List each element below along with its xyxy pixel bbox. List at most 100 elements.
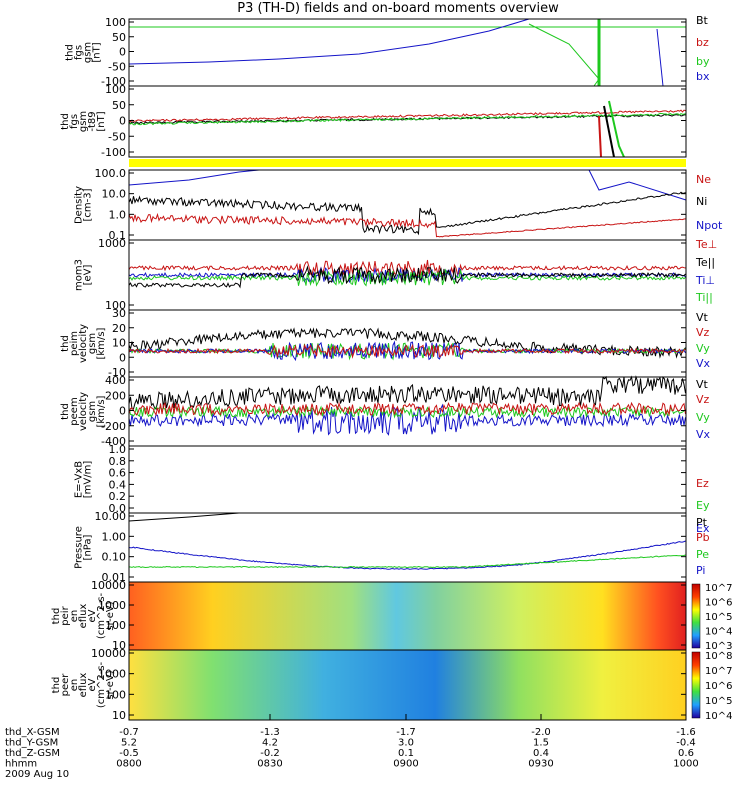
p4-legend-blue: Ti⊥ xyxy=(695,274,715,287)
panel-p2-traces xyxy=(128,100,686,158)
p10-colorbar-tick: 10^4 xyxy=(705,711,732,722)
p6-series xyxy=(128,401,686,417)
p7-ytick-label: 1.0 xyxy=(109,443,127,456)
p5-ytick-label: 20 xyxy=(112,322,126,335)
p7-ytick-label: 0.0 xyxy=(109,502,127,515)
p2-ylabel: [nT] xyxy=(96,111,107,131)
xaxis-z-value: -0.2 xyxy=(260,748,280,759)
xaxis-row-label: hhmm xyxy=(5,759,37,770)
panel-p8: 10.00 1.00 0.10 0.01 Pressure[nPa] Pt Pb Pe Pi xyxy=(74,510,710,584)
p3-ytick-label: 100.0 xyxy=(95,167,127,180)
p6-ylabel: peem xyxy=(69,397,80,425)
xaxis-x-value: -0.7 xyxy=(119,727,139,738)
p7-ytick-label: 0.2 xyxy=(109,490,127,503)
xaxis-t-value: 0800 xyxy=(116,759,141,770)
xaxis-x-value: -2.0 xyxy=(531,727,551,738)
p5-frame xyxy=(128,309,687,378)
p4-ytick-label: 1000 xyxy=(98,237,126,250)
p3-ytick-label: 1.0 xyxy=(109,208,127,221)
p5-ylabel: gsm xyxy=(87,333,98,354)
p6-legend-blue: Vx xyxy=(696,428,711,441)
quality-flag-bar xyxy=(129,159,686,167)
xaxis-t-value: 0900 xyxy=(393,759,418,770)
p6-legend-red: Vz xyxy=(696,393,710,406)
p4-ylabel: mom3 xyxy=(74,259,85,291)
xaxis-z-value: 0.6 xyxy=(678,748,694,759)
panel-p6-traces xyxy=(128,375,686,436)
p2-ytick-label: -50 xyxy=(108,130,126,143)
xaxis-z-value: 0.4 xyxy=(533,748,549,759)
p4-legend-red: Te⊥ xyxy=(695,238,717,251)
p1-ylabel: gsm xyxy=(83,42,94,63)
p10-ylabel: eflux xyxy=(78,673,89,698)
p4-series xyxy=(128,259,686,277)
p9-ylabel: thd xyxy=(51,608,62,625)
p7-ylabel: E=-VxB xyxy=(74,461,85,498)
p8-ylabel: Pressure xyxy=(74,526,85,569)
p9-colorbar-tick: 10^4 xyxy=(705,627,732,638)
p8-ylabel: [nPa] xyxy=(83,534,94,560)
panel-p3: 100.0 10.0 1.0 0.1 Density[cm-3] Ne Ni Npot xyxy=(74,167,723,242)
p7-ytick-label: 0.6 xyxy=(109,467,127,480)
p10-colorbar-tick: 10^8 xyxy=(705,651,732,662)
p2-ylabel: -t89 xyxy=(87,111,98,131)
p6-legend-black: Vt xyxy=(696,378,709,391)
p2-ylabel: gsm xyxy=(78,111,89,132)
p2-series xyxy=(603,105,615,158)
p3-legend-red: Ne xyxy=(696,173,711,186)
p7-ytick-label: 0.4 xyxy=(109,478,127,491)
p1-legend-blue: bx xyxy=(696,70,710,83)
p1-ytick-label: 100 xyxy=(105,16,126,29)
p6-ytick-label: 0 xyxy=(119,405,126,418)
chart-title: P3 (TH-D) fields and on-board moments ov… xyxy=(237,1,559,16)
p6-legend-green: Vy xyxy=(696,411,710,424)
p9-colorbar-tick: 10^7 xyxy=(705,583,732,594)
p9-ytick-label: 10 xyxy=(112,639,126,652)
p8-ytick-label: 1.00 xyxy=(102,530,127,543)
xaxis-z-value: -0.5 xyxy=(119,748,139,759)
p1-legend-green: by xyxy=(696,55,710,68)
p10-colorbar-tick: 10^5 xyxy=(705,696,732,707)
p1-ylabel: thd xyxy=(65,44,76,61)
p6-ylabel: gsm xyxy=(87,401,98,422)
p1-series xyxy=(656,28,664,87)
p5-ytick-label: 0 xyxy=(119,351,126,364)
p9-ytick-label: 10000 xyxy=(91,579,126,592)
p8-legend-blue: Pi xyxy=(696,564,705,577)
xaxis-t-value: 1000 xyxy=(673,759,698,770)
p10-ytick-label: 10000 xyxy=(91,647,126,660)
p9-colorbar-tick: 10^3 xyxy=(705,641,732,652)
p8-series xyxy=(128,554,686,569)
p1-ylabel: [nT] xyxy=(92,42,103,62)
panel-p1-traces xyxy=(128,18,686,87)
p3-ytick-label: 10.0 xyxy=(102,188,127,201)
p10-colorbar-tick: 10^7 xyxy=(705,666,732,677)
xaxis-y-value: 3.0 xyxy=(398,738,414,749)
p9-ylabel: eflux xyxy=(78,604,89,629)
p8-frame xyxy=(128,512,687,583)
p5-ylabel: [km/s] xyxy=(96,327,107,359)
p5-ytick-label: -10 xyxy=(108,366,126,379)
p2-series xyxy=(598,115,602,158)
p10-ylabel: peer xyxy=(60,673,71,697)
p5-ylabel: peim xyxy=(69,331,80,356)
p1-series xyxy=(528,23,600,87)
p8-ytick-label: 0.10 xyxy=(102,551,127,564)
p6-ytick-label: 200 xyxy=(105,389,126,402)
p3-ylabel: [cm-3] xyxy=(83,188,94,221)
panel-p8-traces xyxy=(128,512,686,570)
panel-p4-traces xyxy=(128,259,686,289)
p7-ylabel: [mV/m] xyxy=(83,461,94,499)
p3-series xyxy=(588,169,687,201)
p2-ytick-label: 0 xyxy=(119,115,126,128)
p9-ytick-label: 1000 xyxy=(98,599,126,612)
p9-colorbar xyxy=(691,583,701,649)
p7-frame xyxy=(128,445,687,514)
p7-legend-blue: Ex xyxy=(696,522,710,535)
p2-frame xyxy=(128,85,687,158)
xaxis-row-label: 2009 Aug 10 xyxy=(5,769,69,780)
p9-ytick-label: 100 xyxy=(105,619,126,632)
panel-p9: 10^7 10^6 10^5 10^4 10^3 10000 1000 100 10 thdpei… xyxy=(51,579,732,652)
p7-legend-red: Ez xyxy=(696,477,709,490)
